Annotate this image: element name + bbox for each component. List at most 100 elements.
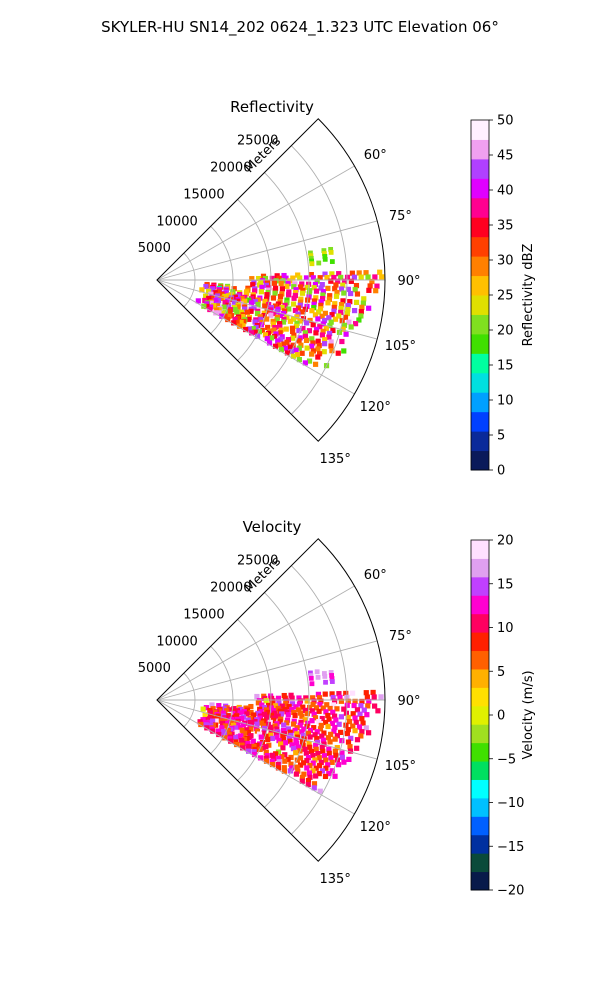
range-tick-label: 25000 bbox=[237, 134, 278, 149]
echo-cell bbox=[291, 284, 297, 290]
echo-cell bbox=[286, 289, 292, 295]
echo-cell bbox=[310, 348, 316, 354]
echo-cell bbox=[353, 282, 360, 289]
range-tick-label: 5000 bbox=[138, 241, 171, 256]
echo-cell bbox=[280, 728, 287, 734]
echo-cell bbox=[356, 317, 362, 323]
echo-cell bbox=[330, 709, 336, 715]
echo-cell bbox=[219, 313, 225, 319]
echo-cell bbox=[349, 270, 355, 276]
echo-cell bbox=[316, 755, 322, 761]
echo-cell bbox=[332, 316, 339, 322]
echo-cell bbox=[209, 295, 215, 301]
echo-cell bbox=[304, 320, 310, 326]
echo-cell bbox=[325, 300, 331, 306]
echo-cell bbox=[309, 336, 315, 342]
echo-cell bbox=[200, 706, 206, 712]
echo-cell bbox=[283, 700, 289, 707]
azimuth-line bbox=[156, 165, 355, 281]
echo-cell bbox=[297, 755, 304, 761]
echo-cell bbox=[284, 297, 290, 303]
echo-cell bbox=[307, 744, 313, 750]
echo-cell bbox=[375, 708, 381, 714]
echo-cell bbox=[251, 305, 257, 311]
echo-cell bbox=[222, 290, 228, 297]
echo-cell bbox=[311, 785, 317, 791]
echo-cell bbox=[370, 689, 376, 696]
echo-cell bbox=[374, 283, 380, 289]
echo-cell bbox=[316, 342, 322, 349]
echo-cell bbox=[359, 729, 365, 735]
colorbar-swatch bbox=[471, 372, 489, 393]
echo-cell bbox=[297, 275, 303, 281]
echo-cell bbox=[215, 728, 222, 734]
echo-cell bbox=[319, 332, 326, 338]
colorbar-swatch bbox=[471, 411, 489, 432]
echo-cell bbox=[302, 360, 308, 366]
colorbar-swatch bbox=[471, 158, 489, 179]
echo-cell bbox=[304, 284, 310, 290]
azimuth-line bbox=[156, 640, 378, 701]
azimuth-tick-label: 90° bbox=[397, 694, 420, 709]
echo-cell bbox=[255, 301, 261, 308]
echo-cell bbox=[244, 309, 250, 315]
echo-cell bbox=[321, 753, 328, 759]
echo-cell bbox=[239, 716, 245, 722]
echo-cell bbox=[350, 711, 356, 717]
echo-cell bbox=[282, 758, 288, 764]
colorbar-swatch bbox=[471, 275, 489, 296]
echo-cell bbox=[268, 312, 274, 318]
echo-cell bbox=[299, 713, 305, 719]
echo-cell bbox=[301, 760, 307, 766]
echo-cell bbox=[289, 325, 296, 331]
echo-cell bbox=[307, 774, 313, 780]
echo-cell bbox=[216, 703, 222, 709]
echo-cell bbox=[290, 316, 297, 322]
echo-cell bbox=[231, 286, 237, 292]
azimuth-tick-label: 120° bbox=[360, 820, 391, 835]
echo-cell bbox=[263, 744, 269, 750]
echo-cell bbox=[287, 344, 293, 350]
echo-cell bbox=[348, 290, 354, 297]
echo-cell bbox=[310, 695, 316, 701]
echo-cell bbox=[345, 739, 352, 745]
echo-cell bbox=[310, 760, 316, 766]
echo-cell bbox=[329, 691, 335, 697]
range-tick-label: 20000 bbox=[210, 161, 251, 176]
colorbar-swatch bbox=[471, 139, 489, 160]
echo-cell bbox=[202, 712, 208, 718]
echo-cell bbox=[340, 326, 346, 332]
echo-cell bbox=[312, 281, 319, 288]
echo-cell bbox=[235, 722, 241, 728]
echo-cell bbox=[311, 698, 317, 704]
echo-cell bbox=[280, 745, 286, 751]
echo-cell bbox=[314, 278, 320, 284]
echo-cell bbox=[325, 762, 331, 768]
echo-cell bbox=[300, 732, 307, 739]
echo-cell bbox=[239, 314, 246, 320]
echo-cell bbox=[216, 731, 222, 738]
echo-cell bbox=[285, 337, 292, 343]
echo-cell bbox=[257, 314, 263, 320]
echo-cell bbox=[346, 718, 353, 725]
echo-cell bbox=[325, 723, 331, 730]
echo-cell bbox=[290, 301, 297, 307]
echo-cell bbox=[251, 743, 257, 750]
echo-cell bbox=[275, 713, 281, 719]
echo-cell bbox=[290, 328, 296, 335]
echo-cell bbox=[220, 310, 226, 316]
echo-cell bbox=[199, 287, 205, 293]
echo-cell bbox=[316, 763, 323, 769]
echo-cell bbox=[286, 292, 292, 298]
echo-cell bbox=[313, 765, 319, 771]
echo-cell bbox=[328, 339, 334, 345]
echo-cell bbox=[255, 700, 261, 706]
azimuth-tick-label: 75° bbox=[389, 629, 412, 644]
echo-cell bbox=[293, 323, 300, 329]
echo-cell bbox=[338, 286, 345, 292]
echo-cell bbox=[284, 717, 291, 723]
echo-cell bbox=[278, 711, 285, 717]
echo-cell bbox=[319, 744, 325, 750]
echo-cell bbox=[213, 310, 219, 316]
echo-cell bbox=[349, 316, 355, 322]
